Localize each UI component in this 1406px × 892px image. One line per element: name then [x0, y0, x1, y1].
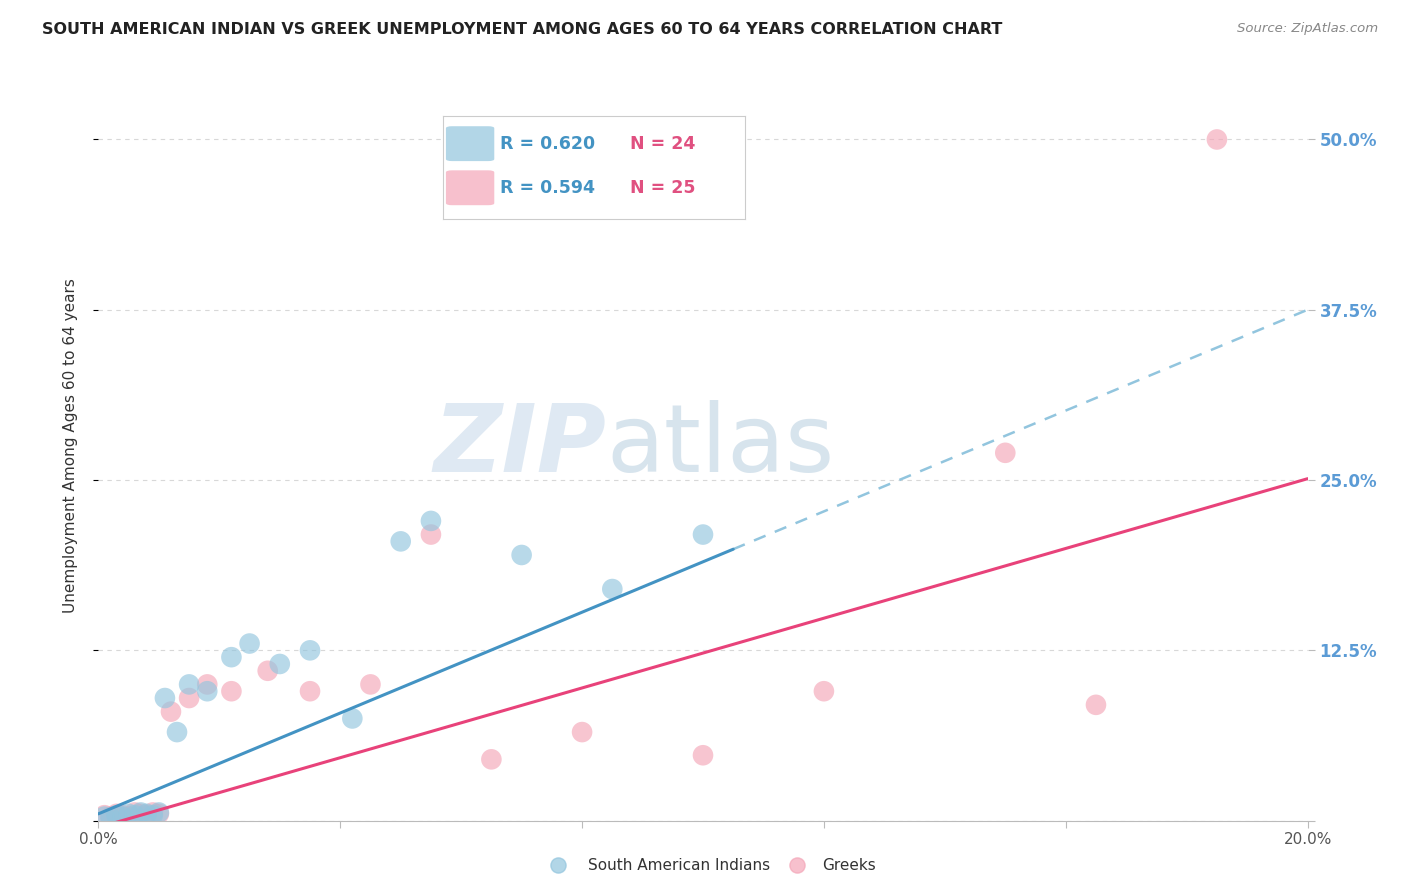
Point — [342, 711, 364, 725]
Point — [142, 808, 165, 822]
Text: R = 0.620: R = 0.620 — [501, 135, 596, 153]
Point — [299, 643, 322, 657]
Point — [420, 514, 443, 528]
Point — [221, 684, 243, 698]
Point — [239, 636, 262, 650]
Text: R = 0.594: R = 0.594 — [501, 178, 595, 197]
Point — [105, 808, 128, 822]
Point — [256, 664, 278, 678]
Point — [142, 805, 165, 820]
Point — [118, 806, 141, 821]
Point — [166, 725, 188, 739]
Point — [148, 806, 170, 821]
Point — [93, 808, 115, 822]
Point — [153, 691, 176, 706]
Point — [118, 809, 141, 823]
Text: Greeks: Greeks — [823, 858, 876, 872]
Point — [602, 582, 624, 596]
Point — [269, 657, 291, 671]
Point — [148, 805, 170, 820]
Point — [571, 725, 593, 739]
Point — [93, 809, 115, 823]
Point — [179, 691, 201, 706]
Point — [221, 650, 243, 665]
Point — [100, 809, 122, 823]
Point — [105, 806, 128, 821]
FancyBboxPatch shape — [446, 127, 495, 161]
Point — [124, 805, 146, 820]
Point — [692, 748, 714, 763]
Point — [481, 752, 503, 766]
Point — [360, 677, 382, 691]
Point — [692, 527, 714, 541]
Point — [195, 677, 218, 691]
Point — [160, 705, 183, 719]
Y-axis label: Unemployment Among Ages 60 to 64 years: Unemployment Among Ages 60 to 64 years — [63, 278, 77, 614]
Point — [1085, 698, 1108, 712]
Point — [135, 808, 157, 822]
Point — [100, 811, 122, 825]
Point — [135, 806, 157, 821]
Point — [994, 446, 1017, 460]
Point — [111, 808, 134, 822]
Point — [124, 808, 146, 822]
Point — [420, 527, 443, 541]
FancyBboxPatch shape — [446, 170, 495, 205]
Point — [129, 805, 152, 820]
Point — [195, 684, 218, 698]
Point — [111, 809, 134, 823]
Text: South American Indians: South American Indians — [588, 858, 770, 872]
Text: ZIP: ZIP — [433, 400, 606, 492]
Point — [389, 534, 412, 549]
Point — [179, 677, 201, 691]
Point — [1206, 132, 1229, 146]
Text: SOUTH AMERICAN INDIAN VS GREEK UNEMPLOYMENT AMONG AGES 60 TO 64 YEARS CORRELATIO: SOUTH AMERICAN INDIAN VS GREEK UNEMPLOYM… — [42, 22, 1002, 37]
Text: atlas: atlas — [606, 400, 835, 492]
Point — [547, 858, 569, 872]
Text: Source: ZipAtlas.com: Source: ZipAtlas.com — [1237, 22, 1378, 36]
Point — [299, 684, 322, 698]
Text: N = 25: N = 25 — [630, 178, 696, 197]
Point — [813, 684, 835, 698]
Point — [786, 858, 808, 872]
Text: N = 24: N = 24 — [630, 135, 696, 153]
Point — [129, 806, 152, 821]
Point — [510, 548, 533, 562]
